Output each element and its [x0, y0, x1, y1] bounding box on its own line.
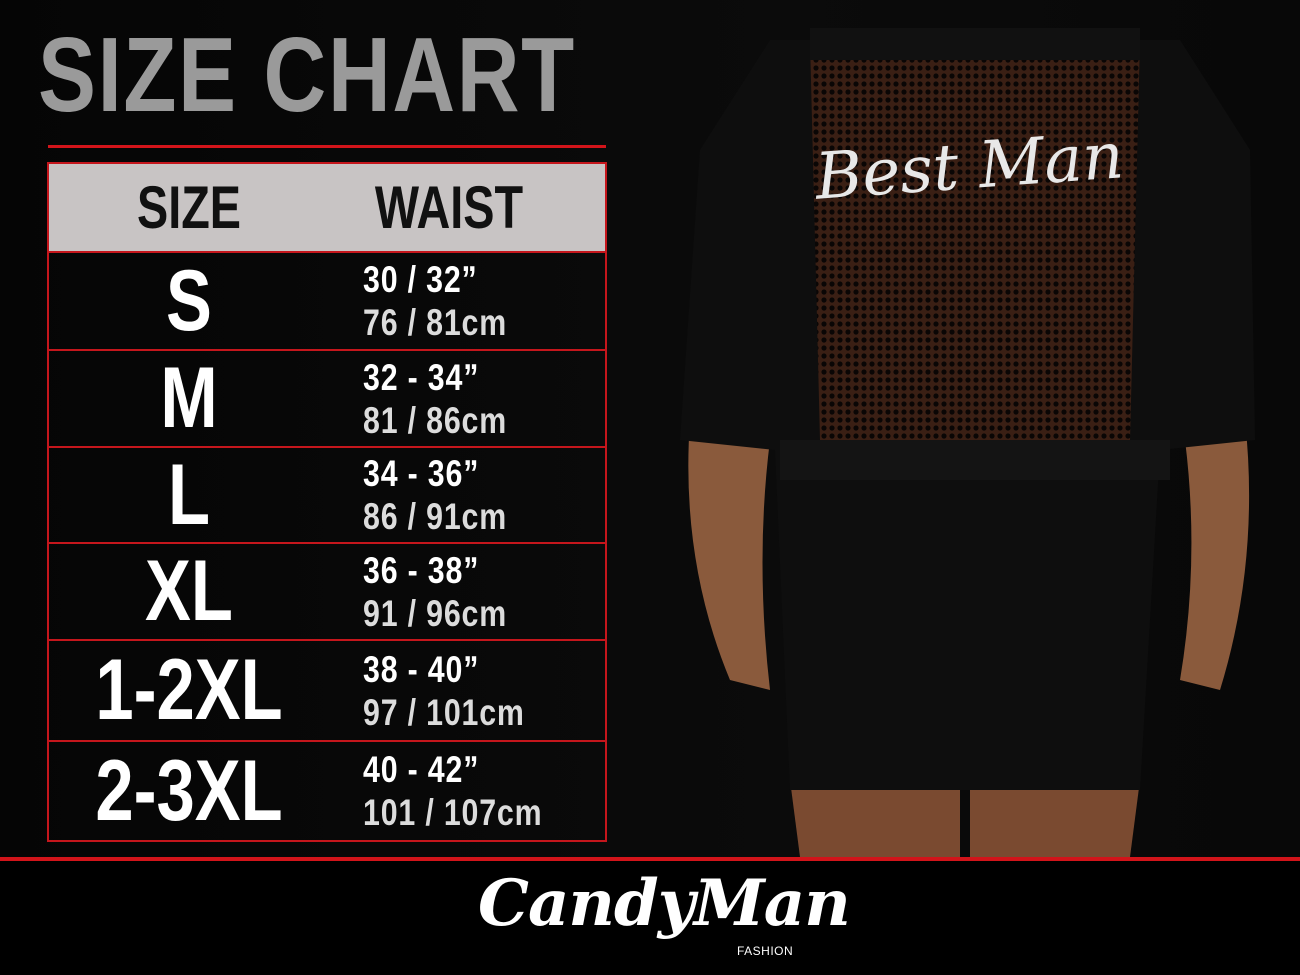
waist-inches: 30 / 32” — [363, 259, 478, 300]
waist-cm: 81 / 86cm — [363, 399, 508, 441]
size-cell: 1-2XL — [95, 642, 283, 738]
table-header: SIZE WAIST — [49, 164, 605, 253]
header-size: SIZE — [136, 174, 242, 241]
waist-cm: 76 / 81cm — [363, 302, 508, 343]
size-table: SIZE WAIST S 30 / 32” 76 / 81cm M 32 - 34… — [47, 162, 607, 842]
waist-inches: 34 - 36” — [363, 453, 480, 494]
table-row: S 30 / 32” 76 / 81cm — [49, 253, 605, 351]
collar — [810, 28, 1140, 60]
size-cell: S — [166, 252, 212, 349]
brand-logo: CandyMan — [478, 866, 851, 941]
table-row: M 32 - 34” 81 / 86cm — [49, 350, 605, 448]
table-row: XL 36 - 38” 91 / 96cm — [49, 543, 605, 641]
left-leg — [790, 780, 960, 857]
waist-inches: 38 - 40” — [363, 648, 480, 690]
left-arm — [688, 420, 770, 690]
waist-cm: 91 / 96cm — [363, 592, 508, 634]
page-title: SIZE CHART — [38, 16, 576, 134]
header-waist: WAIST — [374, 174, 524, 241]
brand-logo-sub: FASHION — [737, 944, 794, 958]
belt — [780, 440, 1170, 480]
waist-cm: 86 / 91cm — [363, 496, 508, 537]
right-leg — [970, 780, 1140, 857]
size-cell: XL — [145, 543, 233, 639]
waist-inches: 36 - 38” — [363, 549, 480, 591]
product-photo — [680, 28, 1255, 857]
table-row: L 34 - 36” 86 / 91cm — [49, 446, 605, 544]
footer-divider — [0, 857, 1300, 861]
waist-inches: 40 - 42” — [363, 749, 480, 790]
size-cell: L — [167, 446, 211, 543]
waist-cm: 101 / 107cm — [363, 792, 543, 833]
right-arm — [1180, 420, 1250, 690]
title-divider — [48, 145, 606, 148]
size-cell: M — [160, 350, 218, 446]
waist-cm: 97 / 101cm — [363, 691, 525, 733]
table-row: 2-3XL 40 - 42” 101 / 107cm — [49, 742, 605, 840]
footer — [0, 861, 1300, 975]
table-row: 1-2XL 38 - 40” 97 / 101cm — [49, 641, 605, 742]
size-cell: 2-3XL — [95, 742, 283, 839]
waist-inches: 32 - 34” — [363, 356, 480, 398]
mesh-panel — [810, 40, 1140, 440]
